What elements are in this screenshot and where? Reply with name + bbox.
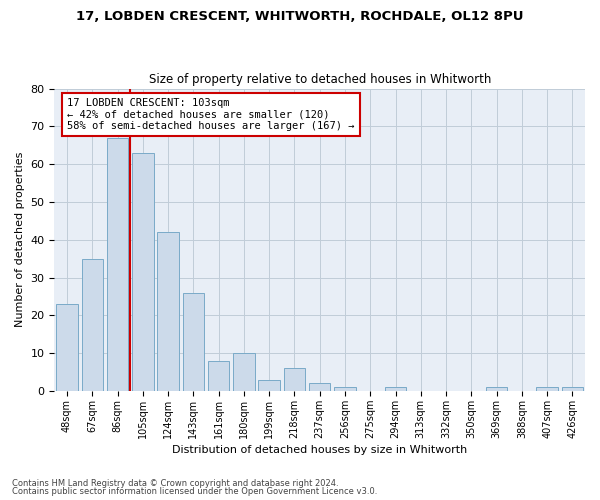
Bar [82,258,103,391]
Text: 17 LOBDEN CRESCENT: 103sqm
← 42% of detached houses are smaller (120)
58% of sem: 17 LOBDEN CRESCENT: 103sqm ← 42% of deta… [67,98,355,131]
Bar [56,304,78,391]
Text: Contains HM Land Registry data © Crown copyright and database right 2024.: Contains HM Land Registry data © Crown c… [12,478,338,488]
Title: Size of property relative to detached houses in Whitworth: Size of property relative to detached ho… [149,73,491,86]
Bar [334,387,356,391]
Bar [208,360,229,391]
Bar [233,353,254,391]
Text: Contains public sector information licensed under the Open Government Licence v3: Contains public sector information licen… [12,487,377,496]
Text: 17, LOBDEN CRESCENT, WHITWORTH, ROCHDALE, OL12 8PU: 17, LOBDEN CRESCENT, WHITWORTH, ROCHDALE… [76,10,524,23]
Bar [562,387,583,391]
Bar [486,387,508,391]
X-axis label: Distribution of detached houses by size in Whitworth: Distribution of detached houses by size … [172,445,467,455]
Bar [259,380,280,391]
Bar [309,384,331,391]
Bar [182,292,204,391]
Y-axis label: Number of detached properties: Number of detached properties [15,152,25,328]
Bar [536,387,558,391]
Bar [132,153,154,391]
Bar [107,138,128,391]
Bar [284,368,305,391]
Bar [157,232,179,391]
Bar [385,387,406,391]
